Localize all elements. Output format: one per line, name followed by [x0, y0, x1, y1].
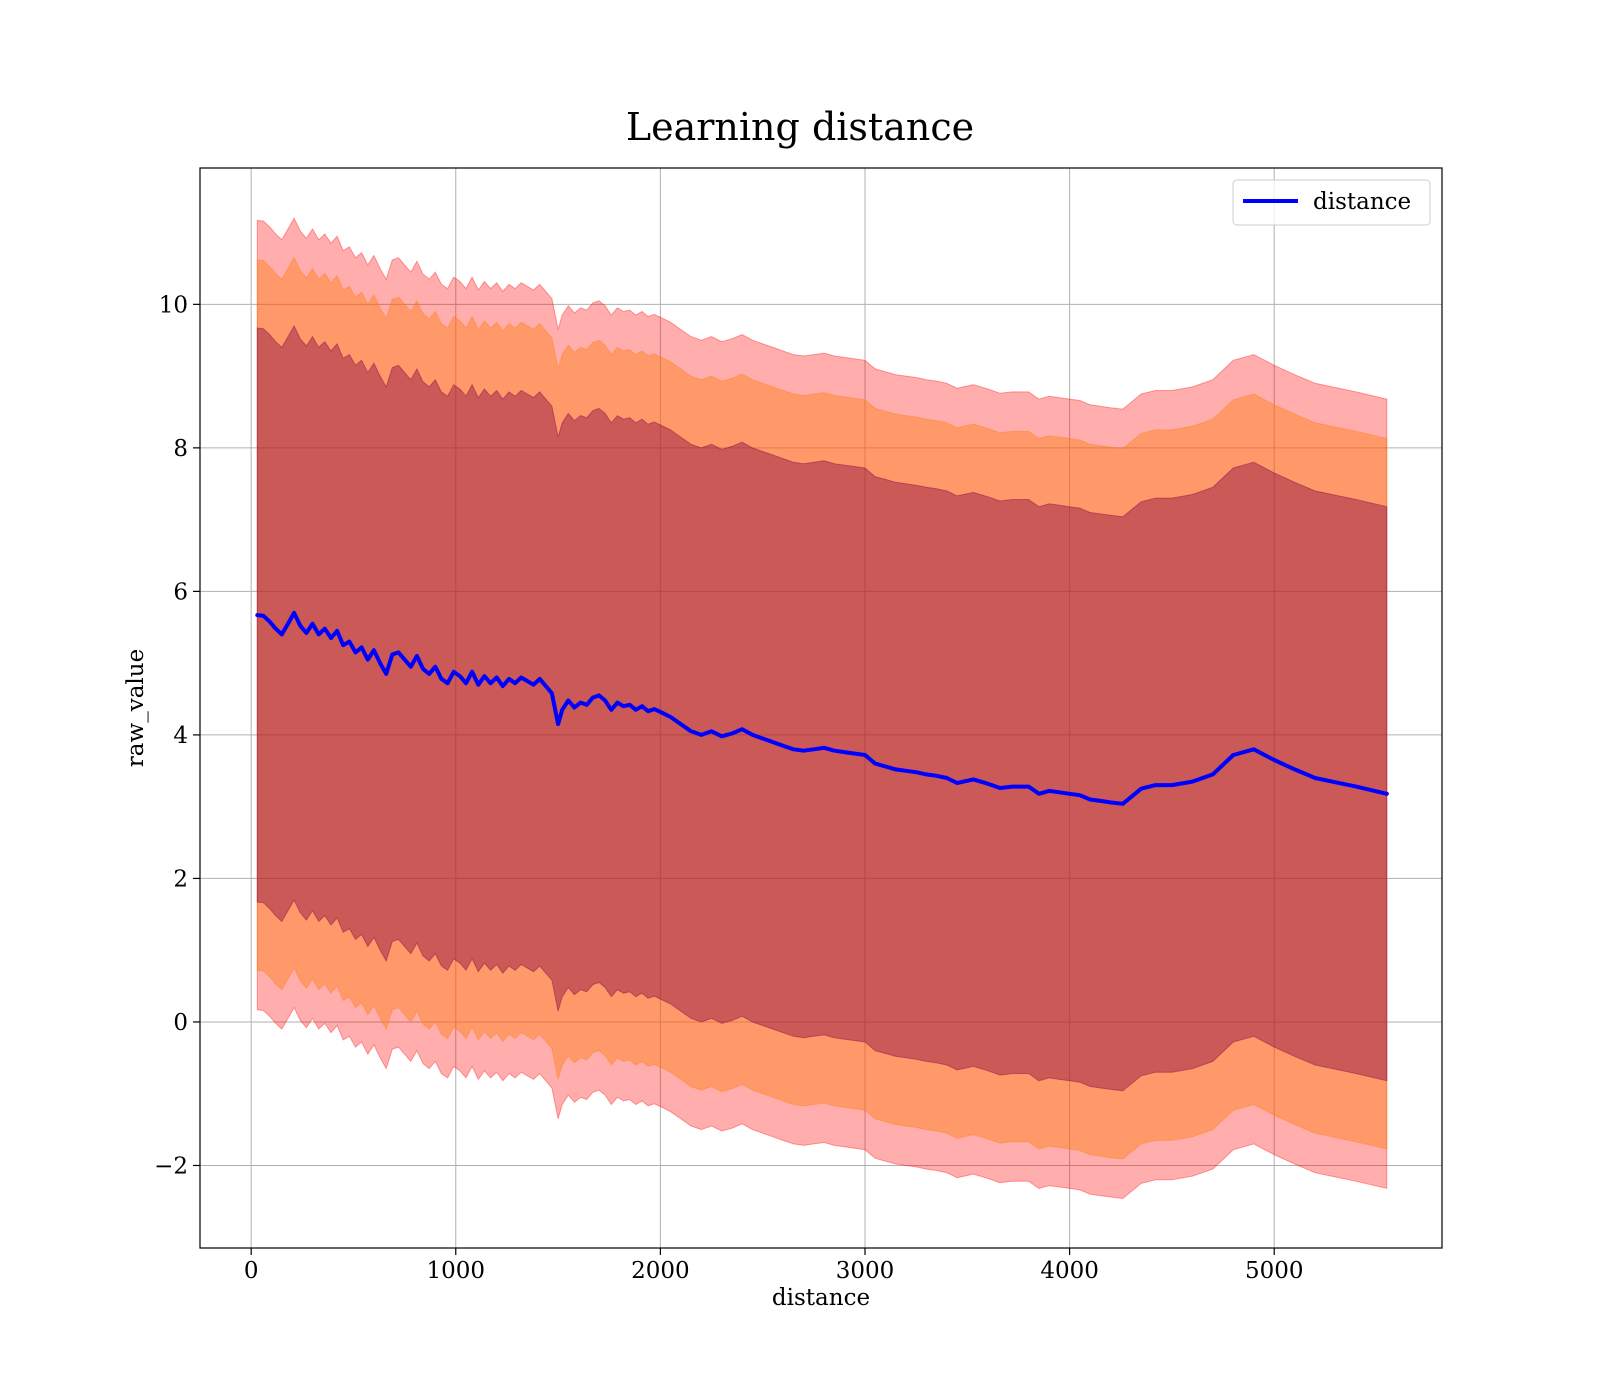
y-tick-label: 8	[173, 436, 188, 462]
x-tick-label: 5000	[1245, 1258, 1304, 1284]
plot-frame	[199, 167, 1443, 1249]
x-tick-label: 3000	[836, 1258, 895, 1284]
series-line-distance	[255, 610, 1389, 806]
x-tick-label: 1000	[426, 1258, 485, 1284]
band-inner	[256, 324, 1388, 1092]
x-axis-label: distance	[772, 1285, 870, 1311]
x-tick-label: 4000	[1040, 1258, 1099, 1284]
y-tick-label: 2	[173, 866, 188, 892]
chart-title: Learning distance	[626, 105, 974, 149]
y-axis-label: raw_value	[123, 649, 149, 767]
confidence-bands	[256, 217, 1388, 1200]
y-tick-label: 4	[173, 723, 188, 749]
y-tick-label: 0	[173, 1010, 188, 1036]
x-axis-ticks: 0 1000 2000 3000 4000 5000	[244, 1248, 1304, 1284]
series-lines	[255, 610, 1389, 806]
y-tick-label: 10	[159, 292, 188, 318]
legend: distance	[1232, 179, 1431, 226]
x-tick-label: 2000	[631, 1258, 690, 1284]
band-middle	[256, 256, 1388, 1160]
x-tick-label: 0	[244, 1258, 259, 1284]
legend-entry-distance: distance	[1313, 189, 1411, 215]
band-outer	[256, 217, 1388, 1200]
y-axis-ticks: −2 0 2 4 6 8 10	[154, 292, 200, 1179]
legend-box	[1232, 179, 1431, 226]
y-tick-label: −2	[154, 1153, 188, 1179]
gridlines	[200, 168, 1442, 1248]
y-tick-label: 6	[173, 579, 188, 605]
